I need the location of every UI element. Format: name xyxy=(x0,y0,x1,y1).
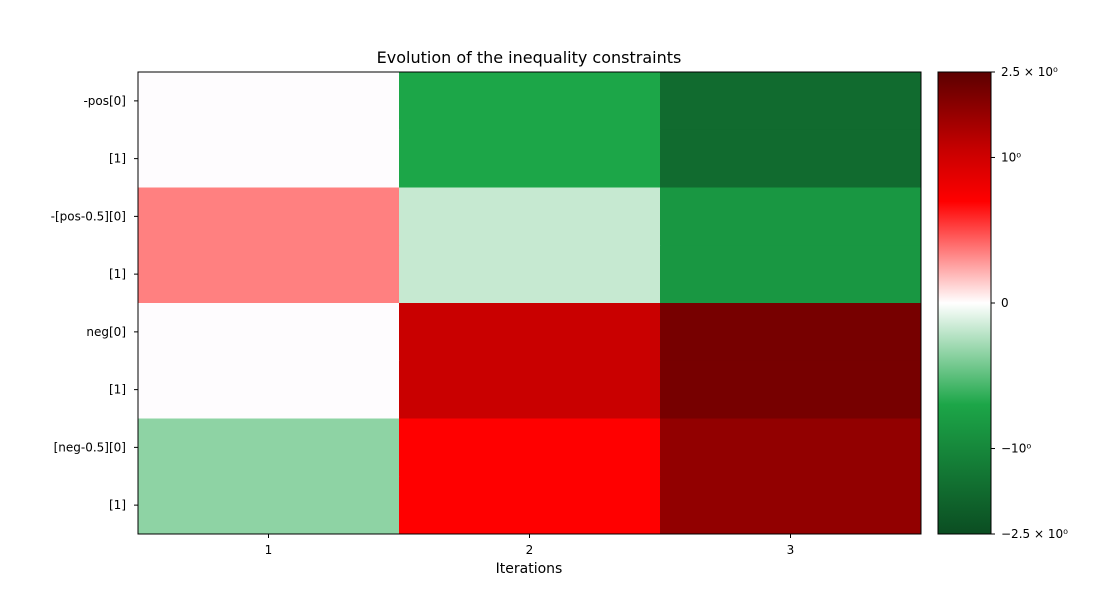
chart-title: Evolution of the inequality constraints xyxy=(377,48,682,67)
heatmap-cell xyxy=(138,418,400,477)
y-tick-label: neg[0] xyxy=(86,325,126,339)
heatmap-cell xyxy=(399,476,661,535)
colorbar-ticks: 2.5 × 10⁰ 10⁰ 0 −10⁰ −2.5 × 10⁰ xyxy=(991,65,1068,541)
heatmap-cell xyxy=(138,360,400,419)
heatmap-cell xyxy=(138,187,400,246)
heatmap-cell xyxy=(138,129,400,188)
heatmap-cell xyxy=(399,303,661,362)
heatmap-cell xyxy=(399,360,661,419)
heatmap-cell xyxy=(660,129,922,188)
heatmap-cell xyxy=(138,245,400,304)
y-tick-label: [1] xyxy=(109,383,126,397)
y-tick-label: -[pos-0.5][0] xyxy=(51,209,126,223)
heatmap-cells xyxy=(138,72,922,535)
heatmap-cell xyxy=(138,476,400,535)
heatmap-cell xyxy=(399,245,661,304)
x-tick-label: 2 xyxy=(526,543,534,557)
x-axis: 1 2 3 xyxy=(265,534,795,557)
colorbar-tick-label: 0 xyxy=(1001,296,1009,310)
y-tick-label: [1] xyxy=(109,267,126,281)
y-axis: -pos[0] [1] -[pos-0.5][0] [1] neg[0] [1] [neg-… xyxy=(51,94,138,512)
y-tick-label: [1] xyxy=(109,152,126,166)
heatmap-cell xyxy=(399,187,661,246)
heatmap-cell xyxy=(660,476,922,535)
heatmap-cell xyxy=(660,72,922,131)
heatmap-cell xyxy=(660,187,922,246)
y-tick-label: [1] xyxy=(109,498,126,512)
heatmap-cell xyxy=(660,303,922,362)
colorbar-tick-label: −10⁰ xyxy=(1001,442,1031,456)
heatmap-cell xyxy=(660,245,922,304)
y-tick-label: [neg-0.5][0] xyxy=(54,440,126,454)
y-tick-label: -pos[0] xyxy=(83,94,126,108)
heatmap-cell xyxy=(660,418,922,477)
heatmap-cell xyxy=(399,129,661,188)
heatmap-cell xyxy=(660,360,922,419)
heatmap-cell xyxy=(138,303,400,362)
x-tick-label: 3 xyxy=(787,543,795,557)
colorbar xyxy=(937,71,992,535)
heatmap-cell xyxy=(399,72,661,131)
heatmap-cell xyxy=(138,72,400,131)
x-tick-label: 1 xyxy=(265,543,273,557)
colorbar-tick-label: 10⁰ xyxy=(1001,150,1021,164)
colorbar-tick-label: 2.5 × 10⁰ xyxy=(1001,65,1058,79)
x-axis-label: Iterations xyxy=(496,561,563,577)
heatmap-cell xyxy=(399,418,661,477)
colorbar-tick-label: −2.5 × 10⁰ xyxy=(1001,527,1068,541)
